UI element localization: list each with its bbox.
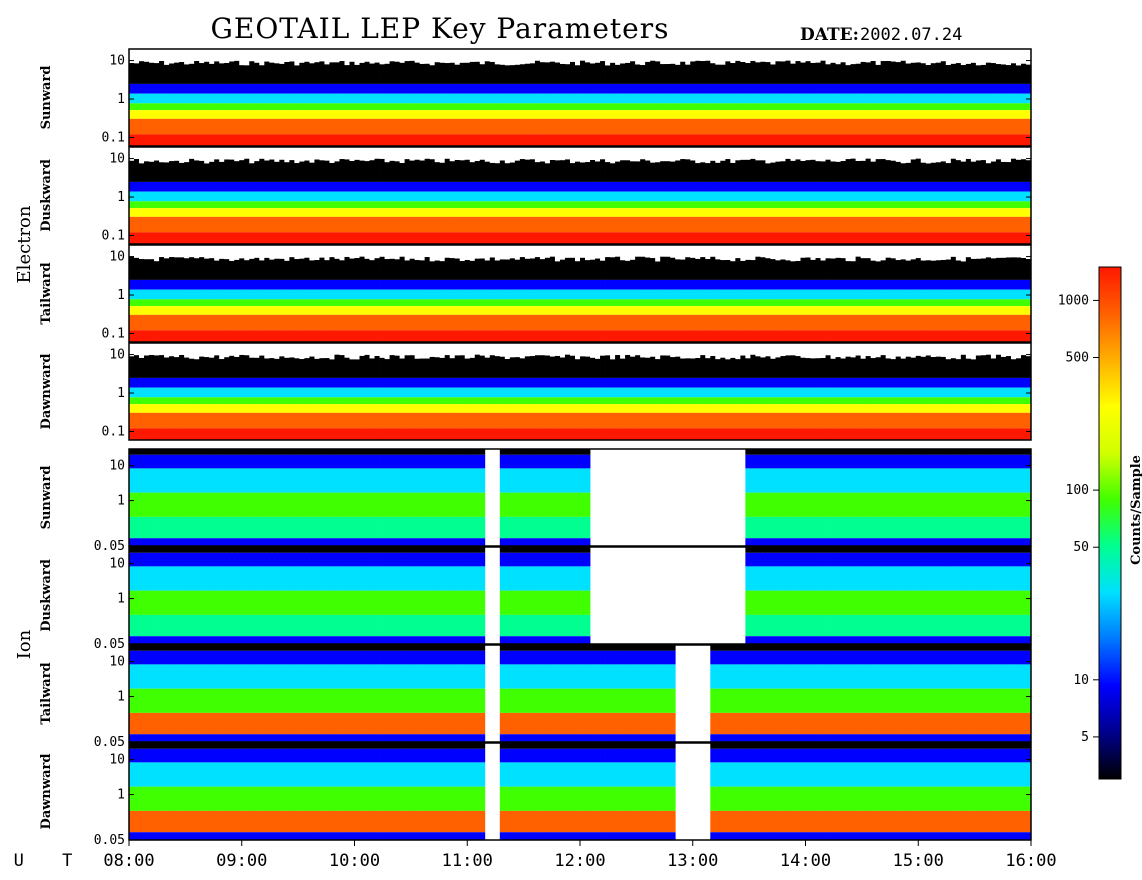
electron-duskward-panel: 10 1 0.1 Duskward — [39, 146, 1032, 245]
ion-duskward-panel-frame — [128, 546, 1032, 645]
colorbar-tick-label: 5 — [1081, 730, 1089, 745]
x-tick-label: 08:00 — [103, 851, 154, 871]
y-tick-label: 10 — [109, 348, 125, 363]
y-tick-label: 10 — [109, 459, 125, 474]
y-tick-label: 0.05 — [94, 539, 125, 554]
y-tick-label: 0.1 — [102, 424, 125, 439]
x-tick-label: 13:00 — [667, 851, 718, 871]
y-tick-label: 0.1 — [102, 326, 125, 341]
y-tick-label: 1 — [117, 690, 125, 705]
x-tick-label: 11:00 — [442, 851, 493, 871]
group-label-electron: Electron — [14, 205, 35, 283]
colorbar-tick-label: 100 — [1066, 483, 1089, 498]
x-axis: U T 08:00 09:00 10:00 11:00 12:00 13:00 14:00 1… — [14, 840, 1057, 871]
direction-label: Sunward — [39, 66, 54, 130]
colorbar-tick-label: 1000 — [1058, 293, 1089, 308]
y-tick-label: 1 — [117, 592, 125, 607]
y-tick-label: 0.05 — [94, 637, 125, 652]
electron-tailward-panel: 10 1 0.1 Tailward — [39, 244, 1032, 343]
x-tick-label: 10:00 — [329, 851, 380, 871]
x-tick-label: 09:00 — [216, 851, 267, 871]
x-tick-label: 12:00 — [554, 851, 605, 871]
x-tick-label: 14:00 — [780, 851, 831, 871]
ion-tailward-panel-frame — [128, 644, 1032, 743]
x-tick-label: 15:00 — [893, 851, 944, 871]
direction-label: Dawnward — [39, 754, 54, 830]
colorbar-tick-label: 500 — [1066, 351, 1089, 366]
y-tick-label: 10 — [109, 54, 125, 69]
colorbar-label: Counts/Sample — [1129, 455, 1142, 565]
colorbar-tick-label: 50 — [1073, 540, 1089, 555]
electron-dawnward-panel: 10 1 0.1 Dawnward — [39, 342, 1032, 441]
y-tick-label: 0.1 — [102, 130, 125, 145]
group-labels: Electron Ion — [14, 205, 35, 659]
y-tick-label: 10 — [109, 753, 125, 768]
ion-sunward-panel-frame — [128, 448, 1032, 547]
direction-label: Dawnward — [39, 354, 54, 430]
direction-label: Tailward — [39, 662, 54, 724]
electron-duskward-panel-frame — [128, 146, 1032, 245]
y-tick-label: 1 — [117, 190, 125, 205]
y-tick-label: 10 — [109, 557, 125, 572]
colorbar-tick-label: 10 — [1073, 673, 1089, 688]
x-tick-label: 16:00 — [1005, 851, 1056, 871]
ion-dawnward-panel: 10 1 0.05 Dawnward — [39, 742, 1032, 848]
date-value: 2002.07.24 — [860, 25, 962, 45]
ion-sunward-panel: 10 1 0.05 Sunward — [39, 448, 1032, 554]
ion-tailward-panel: 10 1 0.05 Tailward — [39, 644, 1032, 750]
y-tick-label: 1 — [117, 494, 125, 509]
ion-duskward-panel: 10 1 0.05 Duskward — [39, 546, 1032, 652]
y-tick-label: 10 — [109, 655, 125, 670]
direction-label: Duskward — [39, 559, 54, 632]
date-label: DATE: — [800, 25, 859, 45]
y-tick-label: 0.1 — [102, 228, 125, 243]
y-tick-label: 1 — [117, 92, 125, 107]
y-tick-label: 10 — [109, 152, 125, 167]
y-tick-label: 10 — [109, 250, 125, 265]
direction-label: Tailward — [39, 262, 54, 324]
y-tick-label: 1 — [117, 288, 125, 303]
electron-dawnward-panel-frame — [128, 342, 1032, 441]
x-axis-label: U T — [14, 851, 87, 871]
direction-label: Sunward — [39, 466, 54, 530]
electron-tailward-panel-frame — [128, 244, 1032, 343]
group-label-ion: Ion — [14, 629, 35, 659]
electron-sunward-panel-frame — [128, 48, 1032, 147]
spectrogram-panels: 10 1 0.1 Sunward 10 1 0.1 Duskward 10 1 0.1 Tailwar… — [39, 48, 1032, 848]
y-tick-label: 0.05 — [94, 735, 125, 750]
chart-title: GEOTAIL LEP Key Parameters — [211, 12, 670, 45]
y-tick-label: 0.05 — [94, 833, 125, 848]
colorbar-gradient — [1098, 266, 1122, 780]
y-tick-label: 1 — [117, 386, 125, 401]
electron-sunward-panel: 10 1 0.1 Sunward — [39, 48, 1032, 147]
direction-label: Duskward — [39, 159, 54, 232]
colorbar: Counts/Sample 1000 500 100 50 10 5 — [1058, 266, 1142, 780]
y-tick-label: 1 — [117, 788, 125, 803]
